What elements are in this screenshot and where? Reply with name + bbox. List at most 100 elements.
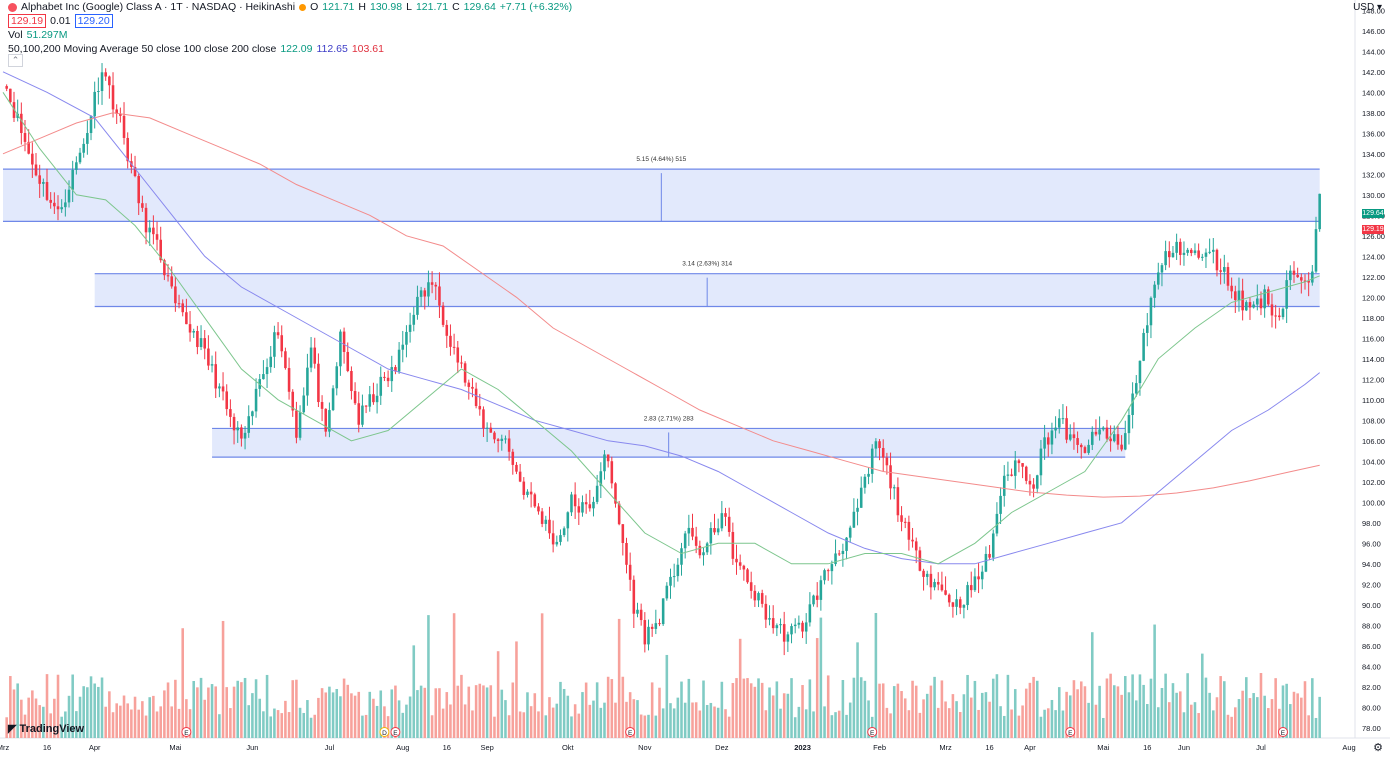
legend-volume-row[interactable]: Vol 51.297M xyxy=(8,28,572,42)
candle-body xyxy=(170,276,173,287)
currency-selector[interactable]: USD ▾ xyxy=(1353,2,1382,13)
y-tick-label: 114.00 xyxy=(1362,355,1384,364)
volume-bar xyxy=(914,685,918,738)
candle-body xyxy=(342,331,346,352)
candle-body xyxy=(1219,270,1222,272)
legend-title[interactable]: Alphabet Inc (Google) Class A · 1T · NAS… xyxy=(21,1,296,13)
volume-bar xyxy=(174,679,177,738)
volume-bar xyxy=(262,711,265,738)
volume-bar xyxy=(544,715,548,738)
volume-bar xyxy=(298,707,302,738)
candle-body xyxy=(749,582,753,591)
volume-bar xyxy=(566,695,570,738)
candle-body xyxy=(1281,308,1285,318)
volume-bar xyxy=(529,706,533,738)
volume-bar xyxy=(474,685,478,738)
candle-body xyxy=(914,541,918,551)
volume-bar xyxy=(273,708,276,738)
candle-body xyxy=(148,227,151,233)
volume-bar xyxy=(148,697,151,738)
candle-body xyxy=(522,481,526,495)
volume-bar xyxy=(27,697,30,738)
candle-body xyxy=(955,599,958,607)
candle-body xyxy=(1010,474,1013,476)
candle-body xyxy=(962,605,966,608)
bid-price[interactable]: 129.19 xyxy=(8,14,47,28)
candle-body xyxy=(687,527,691,534)
tradingview-logo[interactable]: ◤ TradingView xyxy=(8,722,84,736)
volume-bar xyxy=(713,706,716,738)
volume-bar xyxy=(438,688,441,738)
volume-bar xyxy=(163,690,166,738)
candle-body xyxy=(364,405,368,407)
candle-body xyxy=(1043,437,1046,449)
candle-body xyxy=(309,347,313,368)
volume-bar xyxy=(797,706,801,738)
candle-body xyxy=(859,487,863,508)
last-price-tag: 129.19 xyxy=(1362,225,1384,234)
candle-body xyxy=(177,303,181,305)
x-tick-label: 16 xyxy=(1143,743,1151,752)
volume-bar xyxy=(936,707,940,738)
collapse-legend-button[interactable]: ⌃ xyxy=(8,54,23,67)
candle-body xyxy=(64,202,67,208)
candle-body xyxy=(1212,249,1215,252)
candle-body xyxy=(724,513,727,517)
spread-value: 0.01 xyxy=(50,15,71,27)
volume-bar xyxy=(1193,702,1197,738)
volume-bar xyxy=(570,716,573,738)
candle-body xyxy=(375,395,379,403)
volume-bar xyxy=(999,706,1002,738)
volume-bar xyxy=(1116,686,1120,738)
volume-bar xyxy=(141,701,144,738)
candle-body xyxy=(27,141,30,154)
candle-body xyxy=(115,109,118,114)
volume-bar xyxy=(841,680,845,738)
y-tick-label: 148.00 xyxy=(1362,6,1385,15)
candle-body xyxy=(1303,280,1307,282)
legend-ma-row[interactable]: 50,100,200 Moving Average 50 close 100 c… xyxy=(8,42,572,56)
volume-bar xyxy=(445,692,449,738)
y-tick-label: 100.00 xyxy=(1362,498,1385,507)
candle-body xyxy=(1072,434,1076,439)
volume-bar xyxy=(1098,685,1101,738)
candle-body xyxy=(1182,252,1186,255)
candle-body xyxy=(9,88,12,103)
volume-bar xyxy=(1043,709,1046,738)
candle-body xyxy=(929,573,933,588)
earnings-marker-icon xyxy=(1065,727,1076,737)
candle-body xyxy=(1204,252,1208,257)
candle-body xyxy=(1201,256,1204,258)
candle-body xyxy=(1179,241,1182,255)
volume-bar xyxy=(1061,710,1065,738)
volume-bar xyxy=(419,685,423,738)
candle-body xyxy=(416,296,419,315)
candle-body xyxy=(386,377,390,382)
volume-bar xyxy=(526,692,529,738)
earnings-marker-icon xyxy=(1277,727,1288,737)
y-tick-label: 98.00 xyxy=(1362,519,1381,528)
candle-body xyxy=(1230,285,1233,292)
ask-price[interactable]: 129.20 xyxy=(74,14,113,28)
candle-body xyxy=(1186,249,1189,253)
candle-body xyxy=(100,72,104,92)
volume-bar xyxy=(757,678,760,738)
candle-body xyxy=(636,609,639,614)
volume-bar xyxy=(1145,704,1149,738)
candle-body xyxy=(885,457,889,466)
volume-bar xyxy=(1175,692,1178,738)
volume-bar xyxy=(819,617,823,738)
volume-bar xyxy=(1160,687,1164,738)
candle-body xyxy=(771,618,775,629)
candle-body xyxy=(53,202,56,207)
volume-bar xyxy=(1112,685,1116,738)
settings-icon[interactable]: ⚙ xyxy=(1373,742,1383,754)
volume-bar xyxy=(221,620,225,738)
volume-bar xyxy=(317,697,320,738)
volume-bar xyxy=(1245,677,1248,738)
volume-bar xyxy=(137,709,140,738)
candle-body xyxy=(353,391,357,404)
ma200-line xyxy=(2,112,1320,498)
volume-bar xyxy=(1223,681,1226,738)
